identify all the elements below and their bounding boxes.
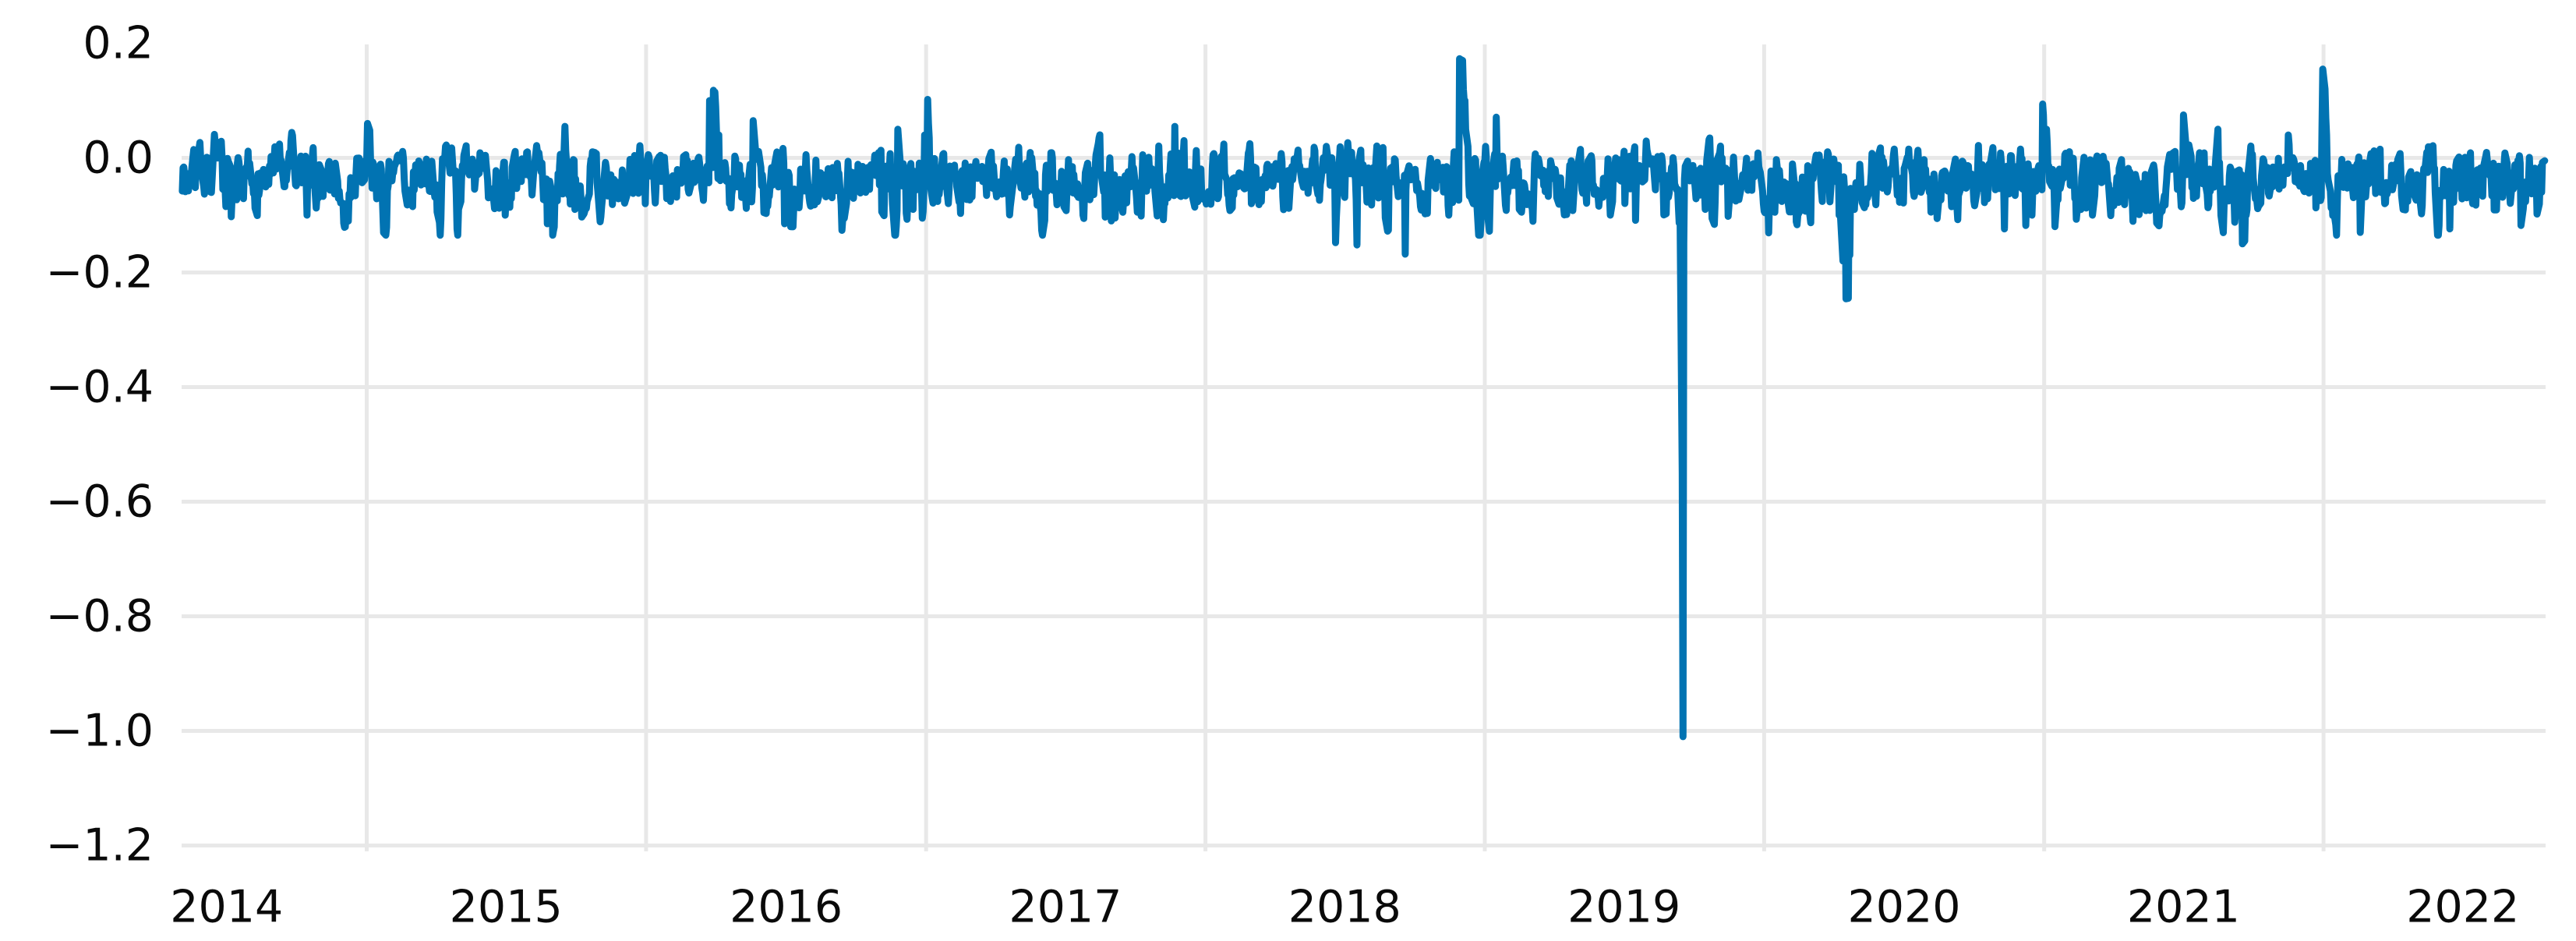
- x-tick-label: 2015: [450, 882, 563, 933]
- y-tick-label: −0.6: [46, 476, 154, 528]
- y-tick-label: 0.0: [83, 133, 154, 184]
- x-tick-label: 2021: [2127, 882, 2240, 933]
- y-tick-label: 0.2: [83, 18, 154, 69]
- x-tick-label: 2017: [1009, 882, 1122, 933]
- x-tick-label: 2016: [730, 882, 843, 933]
- x-tick-label: 2018: [1288, 882, 1401, 933]
- x-tick-label: 2020: [1847, 882, 1960, 933]
- x-tick-label: 2022: [2406, 882, 2519, 933]
- y-tick-label: −0.4: [46, 362, 154, 413]
- x-tick-label: 2019: [1567, 882, 1680, 933]
- y-tick-label: −0.8: [46, 591, 154, 642]
- y-tick-label: −1.0: [46, 706, 154, 757]
- y-tick-label: −0.2: [46, 247, 154, 299]
- x-tick-label: 2014: [170, 882, 283, 933]
- y-tick-label: −1.2: [46, 820, 154, 872]
- data-line: [178, 55, 2549, 741]
